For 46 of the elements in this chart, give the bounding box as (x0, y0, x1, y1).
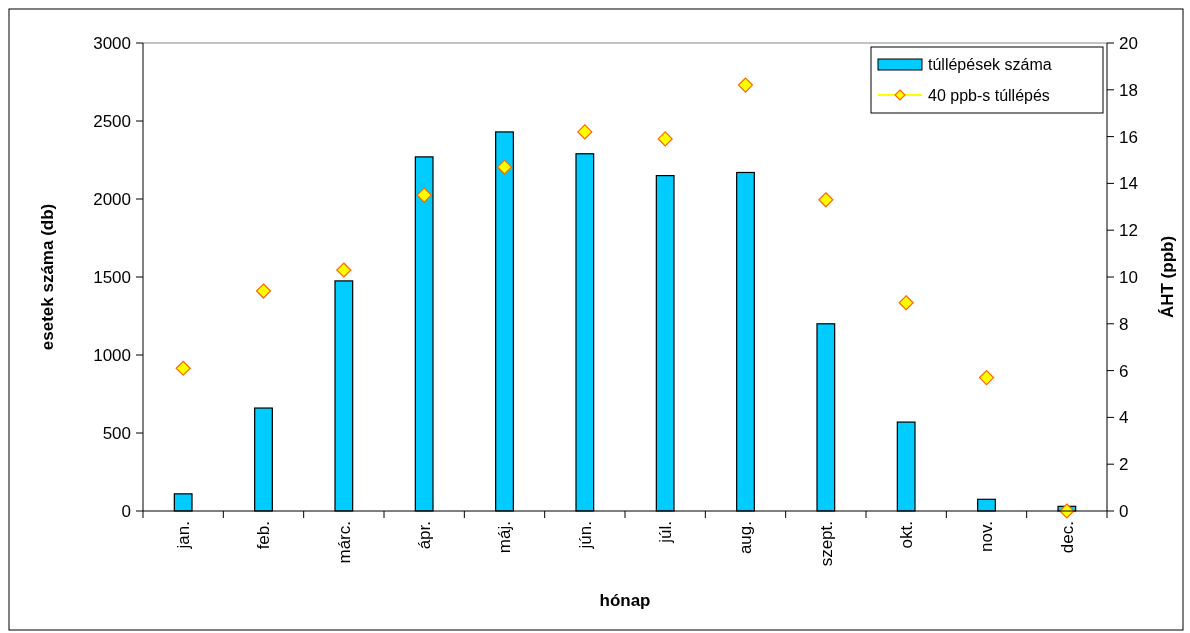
y-tick-label: 500 (102, 423, 131, 443)
point (657, 131, 673, 147)
point (737, 77, 754, 93)
point (577, 124, 593, 140)
y-tick-label: 1500 (93, 267, 131, 287)
y2-tick-label: 4 (1119, 408, 1129, 428)
point (175, 360, 191, 376)
x-axis-title: hónap (599, 591, 651, 610)
legend-label: 40 ppb-s túllépés (928, 86, 1050, 104)
point (336, 262, 352, 278)
point (255, 283, 272, 299)
y-axis-title: esetek száma (db) (38, 203, 57, 351)
y2-tick-label: 12 (1119, 221, 1138, 241)
y2-tick-label: 8 (1119, 314, 1129, 334)
point (978, 370, 995, 386)
y-tick-label: 2000 (93, 189, 131, 209)
y-tick-label: 1000 (93, 345, 131, 365)
y-tick-label: 2500 (93, 111, 131, 131)
y2-tick-label: 6 (1119, 361, 1129, 381)
y2-tick-label: 14 (1119, 174, 1138, 194)
y-tick-label: 0 (121, 501, 131, 521)
y2-tick-label: 18 (1119, 80, 1138, 100)
x-tick-label: feb. (254, 521, 274, 550)
point (416, 187, 432, 203)
point (818, 192, 834, 208)
y2-tick-label: 20 (1119, 33, 1138, 53)
x-tick-label: szept. (816, 521, 836, 567)
x-tick-label: okt. (897, 521, 917, 549)
point (496, 159, 513, 175)
y2-tick-label: 2 (1119, 455, 1129, 475)
x-tick-label: aug. (736, 521, 756, 555)
x-tick-label: jan. (174, 521, 194, 550)
y-tick-label: 3000 (93, 33, 131, 53)
x-tick-label: máj. (495, 521, 515, 554)
y2-tick-label: 10 (1119, 267, 1138, 287)
point (898, 295, 914, 311)
y2-axis-title: ÁHT (ppb) (1158, 235, 1177, 319)
x-tick-label: dec. (1057, 521, 1077, 554)
x-tick-label: jún. (575, 521, 595, 550)
x-tick-label: márc. (334, 521, 354, 564)
y2-tick-label: 16 (1119, 127, 1138, 147)
y2-tick-label: 0 (1119, 501, 1129, 521)
x-tick-label: nov. (977, 521, 997, 552)
legend-label: túllépések száma (928, 55, 1052, 73)
x-tick-label: júl. (656, 521, 676, 544)
x-tick-label: ápr. (415, 521, 435, 550)
